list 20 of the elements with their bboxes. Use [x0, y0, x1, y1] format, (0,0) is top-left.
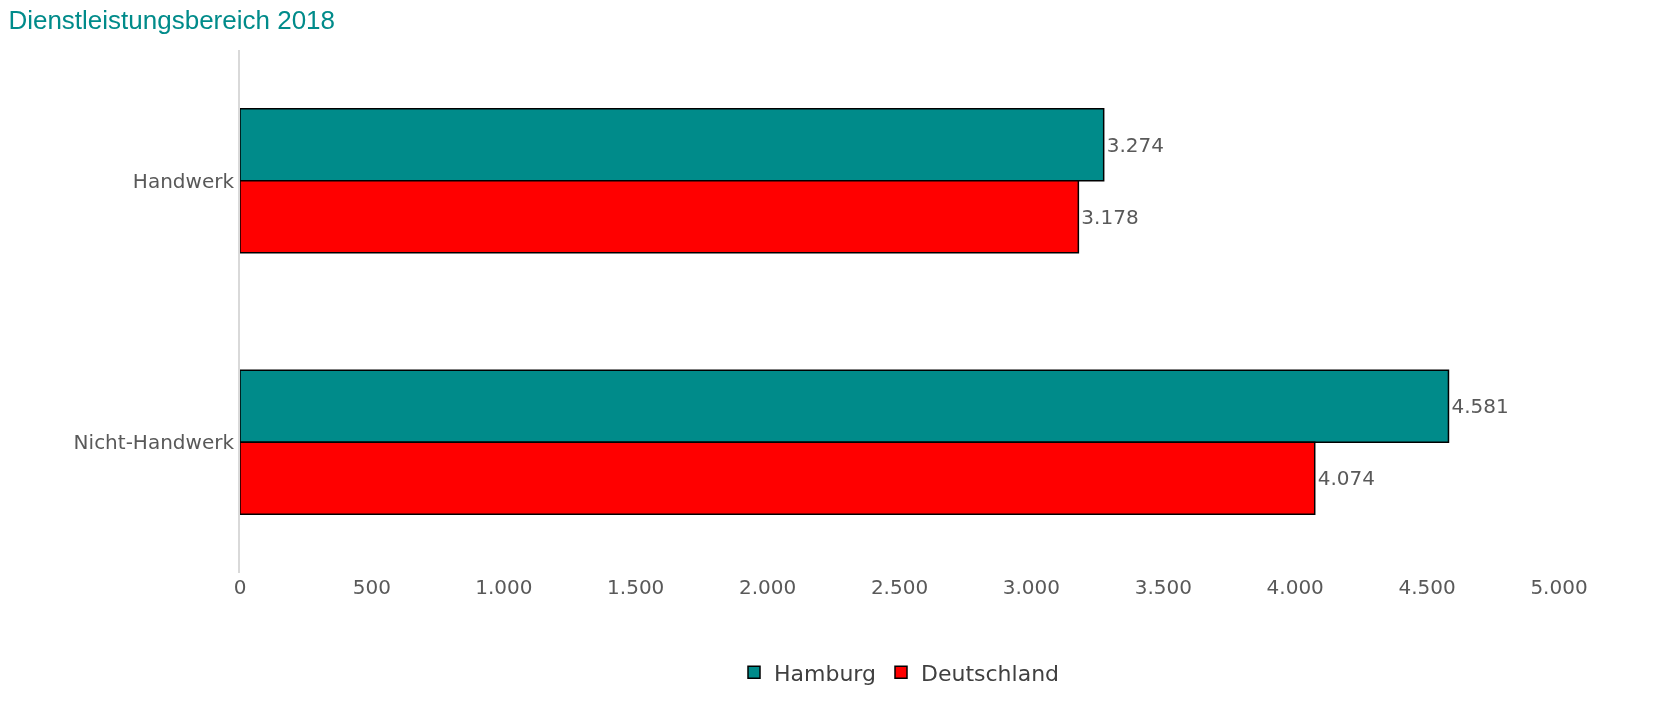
- x-tick-label: 3.500: [1134, 575, 1192, 599]
- x-tick-label: 0: [233, 575, 247, 599]
- data-label: 4.581: [1451, 394, 1509, 419]
- legend-label: Deutschland: [921, 660, 1060, 686]
- data-label: 3.274: [1106, 132, 1164, 157]
- x-tick-label: 3.000: [1002, 575, 1061, 599]
- data-label: 3.178: [1081, 204, 1139, 229]
- x-tick-label: 2.000: [738, 575, 797, 599]
- data-label: 4.074: [1317, 466, 1375, 491]
- x-tick-label: 5.000: [1530, 575, 1588, 599]
- y-tick-label: Nicht-Handwerk: [73, 430, 235, 455]
- x-tick-label: 2.500: [870, 575, 929, 599]
- x-tick-label: 1.000: [475, 575, 533, 599]
- x-tick-label: 500: [352, 575, 391, 599]
- x-tick-label: 4.000: [1266, 575, 1324, 599]
- x-tick-label: 4.500: [1398, 575, 1456, 599]
- y-tick-label: Handwerk: [132, 168, 235, 193]
- x-tick-label: 1.500: [607, 575, 665, 599]
- chart-title: Dienstleistungsbereich 2018: [8, 4, 336, 35]
- legend-label: Hamburg: [774, 660, 876, 686]
